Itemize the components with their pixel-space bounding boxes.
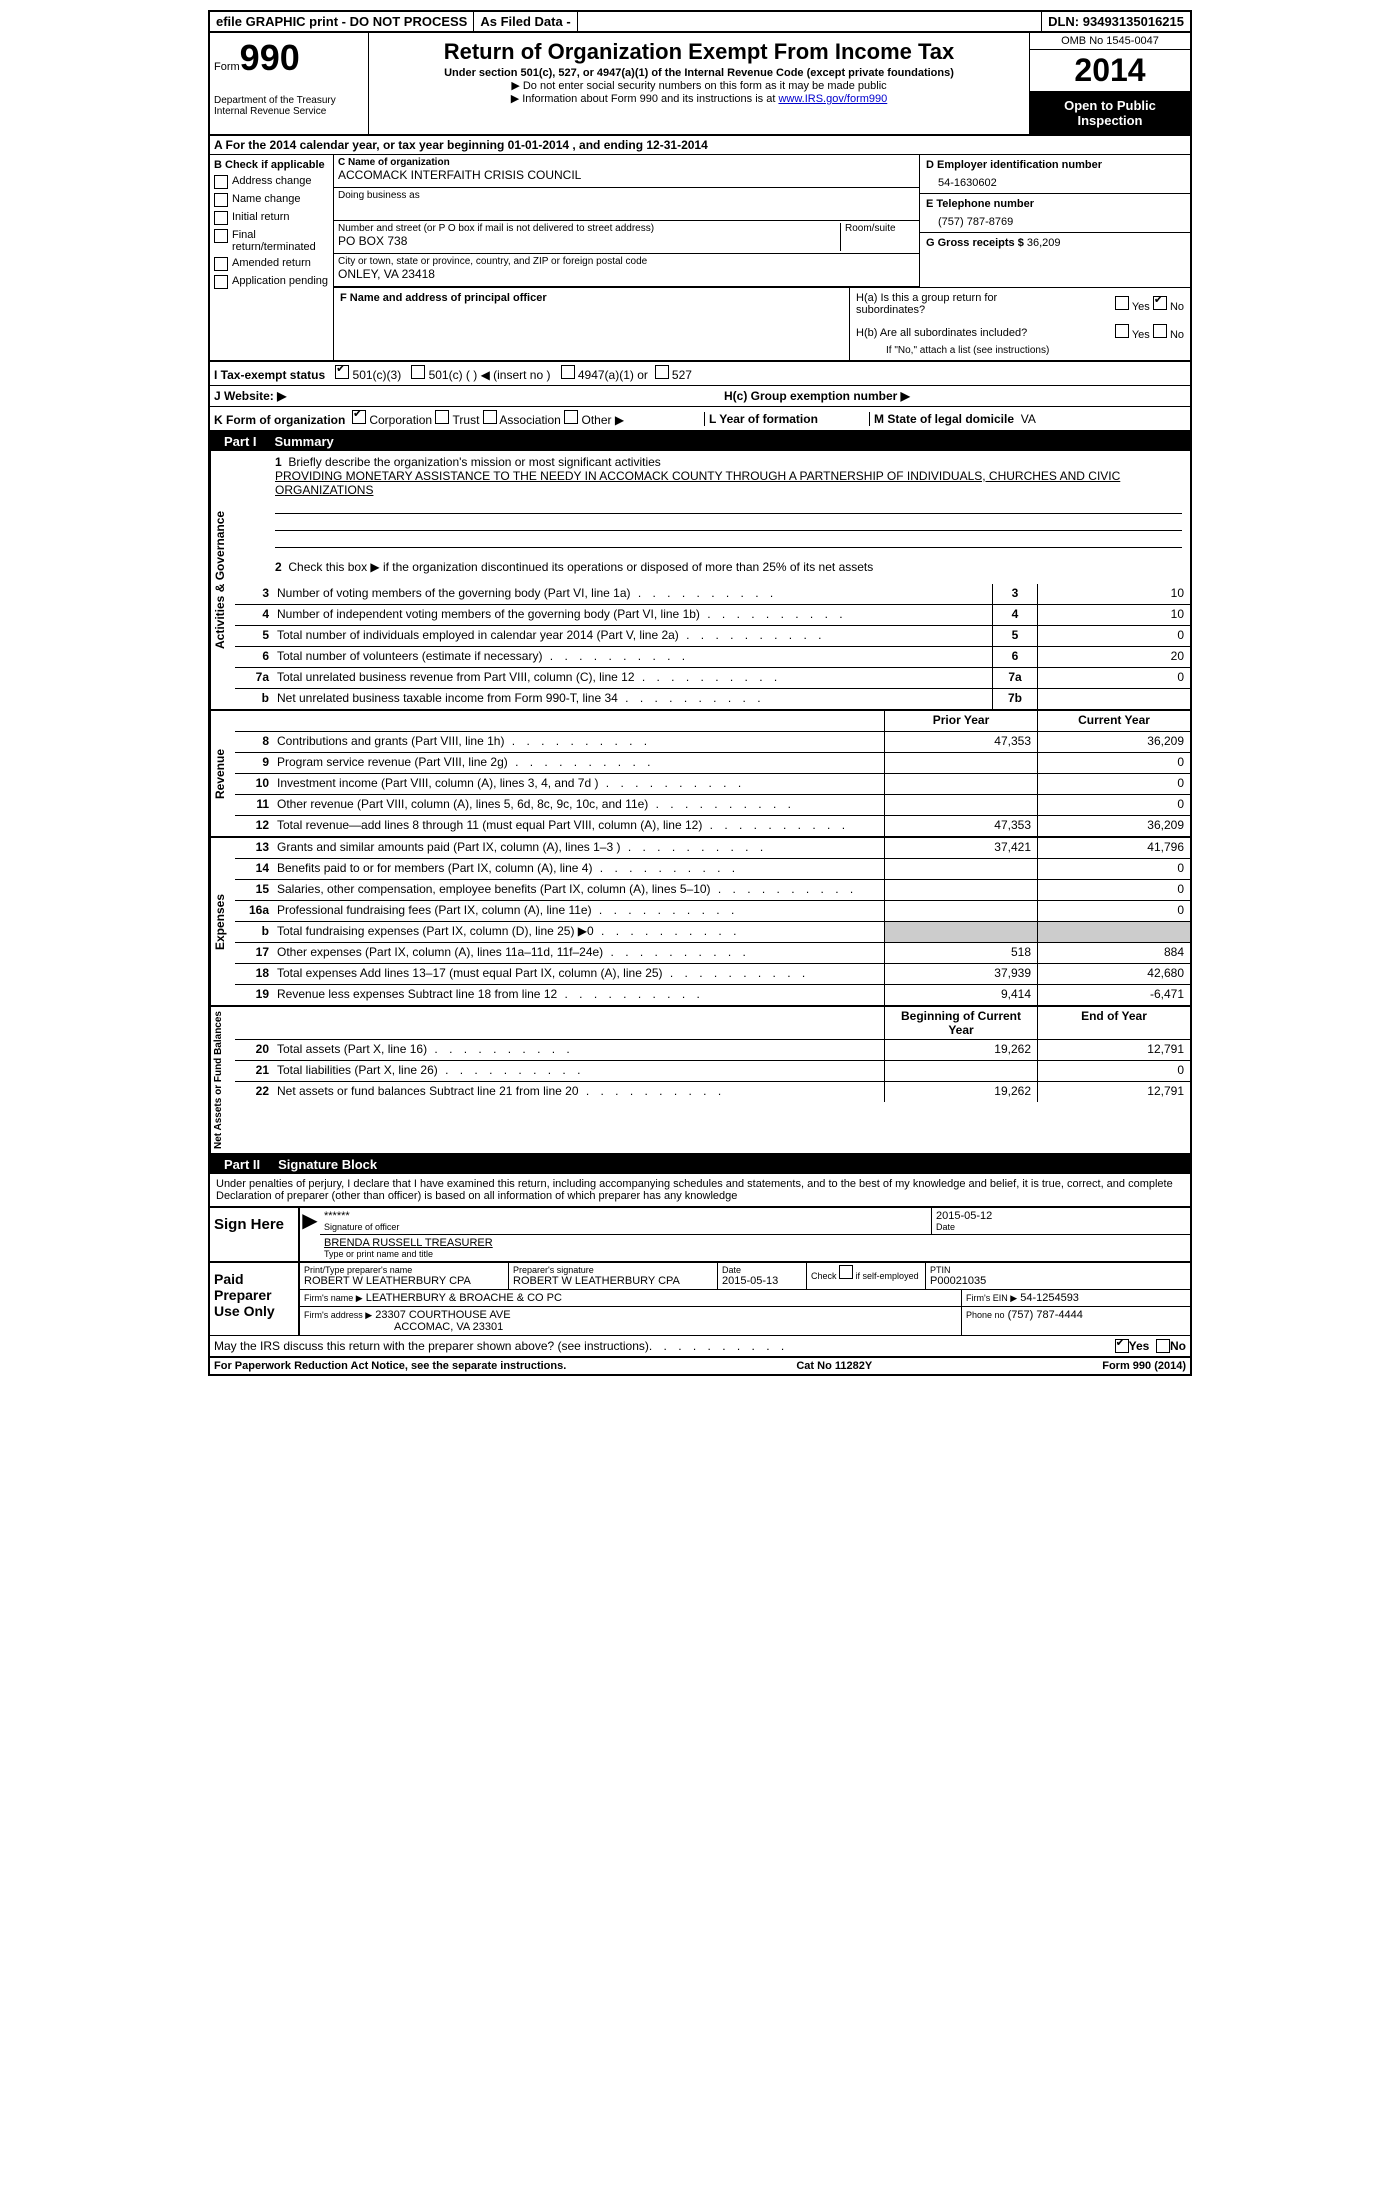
expenses-section: Expenses 13Grants and similar amounts pa… bbox=[210, 838, 1190, 1007]
part-1-header: Part I Summary bbox=[210, 432, 1190, 451]
cb-discuss-no[interactable] bbox=[1156, 1339, 1170, 1353]
net-assets-section: Net Assets or Fund Balances Beginning of… bbox=[210, 1007, 1190, 1155]
cb-hb-no[interactable] bbox=[1153, 324, 1167, 338]
cb-ha-yes[interactable] bbox=[1115, 296, 1129, 310]
perjury-statement: Under penalties of perjury, I declare th… bbox=[210, 1174, 1190, 1207]
header-right: OMB No 1545-0047 2014 Open to Public Ins… bbox=[1029, 33, 1190, 134]
summary-line: 20Total assets (Part X, line 16)19,26212… bbox=[235, 1040, 1190, 1061]
line-i: I Tax-exempt status 501(c)(3) 501(c) ( )… bbox=[210, 362, 1190, 386]
summary-line: 3Number of voting members of the governi… bbox=[235, 584, 1190, 605]
irs-link[interactable]: www.IRS.gov/form990 bbox=[778, 93, 887, 105]
form-container: efile GRAPHIC print - DO NOT PROCESS As … bbox=[208, 10, 1192, 1376]
revenue-section: Revenue Prior Year Current Year 8Contrib… bbox=[210, 711, 1190, 838]
cb-application-pending[interactable] bbox=[214, 275, 228, 289]
line-k: K Form of organization Corporation Trust… bbox=[210, 407, 1190, 432]
cb-self-employed[interactable] bbox=[839, 1265, 853, 1279]
summary-line: 15Salaries, other compensation, employee… bbox=[235, 880, 1190, 901]
summary-line: 21Total liabilities (Part X, line 26)0 bbox=[235, 1061, 1190, 1082]
cb-hb-yes[interactable] bbox=[1115, 324, 1129, 338]
summary-line: 12Total revenue—add lines 8 through 11 (… bbox=[235, 816, 1190, 836]
efile-notice: efile GRAPHIC print - DO NOT PROCESS bbox=[210, 12, 474, 31]
summary-line: 5Total number of individuals employed in… bbox=[235, 626, 1190, 647]
column-d: D Employer identification number 54-1630… bbox=[919, 155, 1190, 287]
section-a: A For the 2014 calendar year, or tax yea… bbox=[210, 136, 1190, 155]
header-center: Return of Organization Exempt From Incom… bbox=[369, 33, 1029, 134]
summary-line: 4Number of independent voting members of… bbox=[235, 605, 1190, 626]
summary-line: 14Benefits paid to or for members (Part … bbox=[235, 859, 1190, 880]
summary-line: 10Investment income (Part VIII, column (… bbox=[235, 774, 1190, 795]
as-filed: As Filed Data - bbox=[474, 12, 577, 31]
cb-4947[interactable] bbox=[561, 365, 575, 379]
summary-line: 6Total number of volunteers (estimate if… bbox=[235, 647, 1190, 668]
summary-line: bTotal fundraising expenses (Part IX, co… bbox=[235, 922, 1190, 943]
summary-line: 22Net assets or fund balances Subtract l… bbox=[235, 1082, 1190, 1102]
cb-corp[interactable] bbox=[352, 410, 366, 424]
activities-governance: Activities & Governance 1 Briefly descri… bbox=[210, 451, 1190, 711]
line-j: J Website: ▶ H(c) Group exemption number… bbox=[210, 386, 1190, 407]
summary-line: 13Grants and similar amounts paid (Part … bbox=[235, 838, 1190, 859]
cb-ha-no[interactable] bbox=[1153, 296, 1167, 310]
cb-final-return[interactable] bbox=[214, 229, 228, 243]
cb-address-change[interactable] bbox=[214, 175, 228, 189]
cb-assoc[interactable] bbox=[483, 410, 497, 424]
entity-grid: B Check if applicable Address change Nam… bbox=[210, 155, 1190, 362]
column-b: B Check if applicable Address change Nam… bbox=[210, 155, 334, 360]
summary-line: 8Contributions and grants (Part VIII, li… bbox=[235, 732, 1190, 753]
summary-line: bNet unrelated business taxable income f… bbox=[235, 689, 1190, 709]
summary-line: 16aProfessional fundraising fees (Part I… bbox=[235, 901, 1190, 922]
cb-amended[interactable] bbox=[214, 257, 228, 271]
cb-initial-return[interactable] bbox=[214, 211, 228, 225]
cb-name-change[interactable] bbox=[214, 193, 228, 207]
summary-line: 11Other revenue (Part VIII, column (A), … bbox=[235, 795, 1190, 816]
top-bar: efile GRAPHIC print - DO NOT PROCESS As … bbox=[210, 12, 1190, 33]
header-left: Form990 Department of the Treasury Inter… bbox=[210, 33, 369, 134]
cb-527[interactable] bbox=[655, 365, 669, 379]
form-header: Form990 Department of the Treasury Inter… bbox=[210, 33, 1190, 136]
summary-line: 7aTotal unrelated business revenue from … bbox=[235, 668, 1190, 689]
summary-line: 9Program service revenue (Part VIII, lin… bbox=[235, 753, 1190, 774]
summary-line: 19Revenue less expenses Subtract line 18… bbox=[235, 985, 1190, 1005]
cb-501c3[interactable] bbox=[335, 365, 349, 379]
form-title: Return of Organization Exempt From Incom… bbox=[377, 39, 1021, 65]
signature-section: Sign Here ▶ ****** Signature of officer … bbox=[210, 1207, 1190, 1356]
summary-line: 18Total expenses Add lines 13–17 (must e… bbox=[235, 964, 1190, 985]
cb-other[interactable] bbox=[564, 410, 578, 424]
column-c: C Name of organization ACCOMACK INTERFAI… bbox=[334, 155, 1190, 360]
cb-discuss-yes[interactable] bbox=[1115, 1339, 1129, 1353]
dln: DLN: 93493135016215 bbox=[1042, 12, 1190, 31]
footer: For Paperwork Reduction Act Notice, see … bbox=[210, 1356, 1190, 1374]
cb-501c[interactable] bbox=[411, 365, 425, 379]
part-2-header: Part II Signature Block bbox=[210, 1155, 1190, 1174]
cb-trust[interactable] bbox=[435, 410, 449, 424]
summary-line: 17Other expenses (Part IX, column (A), l… bbox=[235, 943, 1190, 964]
